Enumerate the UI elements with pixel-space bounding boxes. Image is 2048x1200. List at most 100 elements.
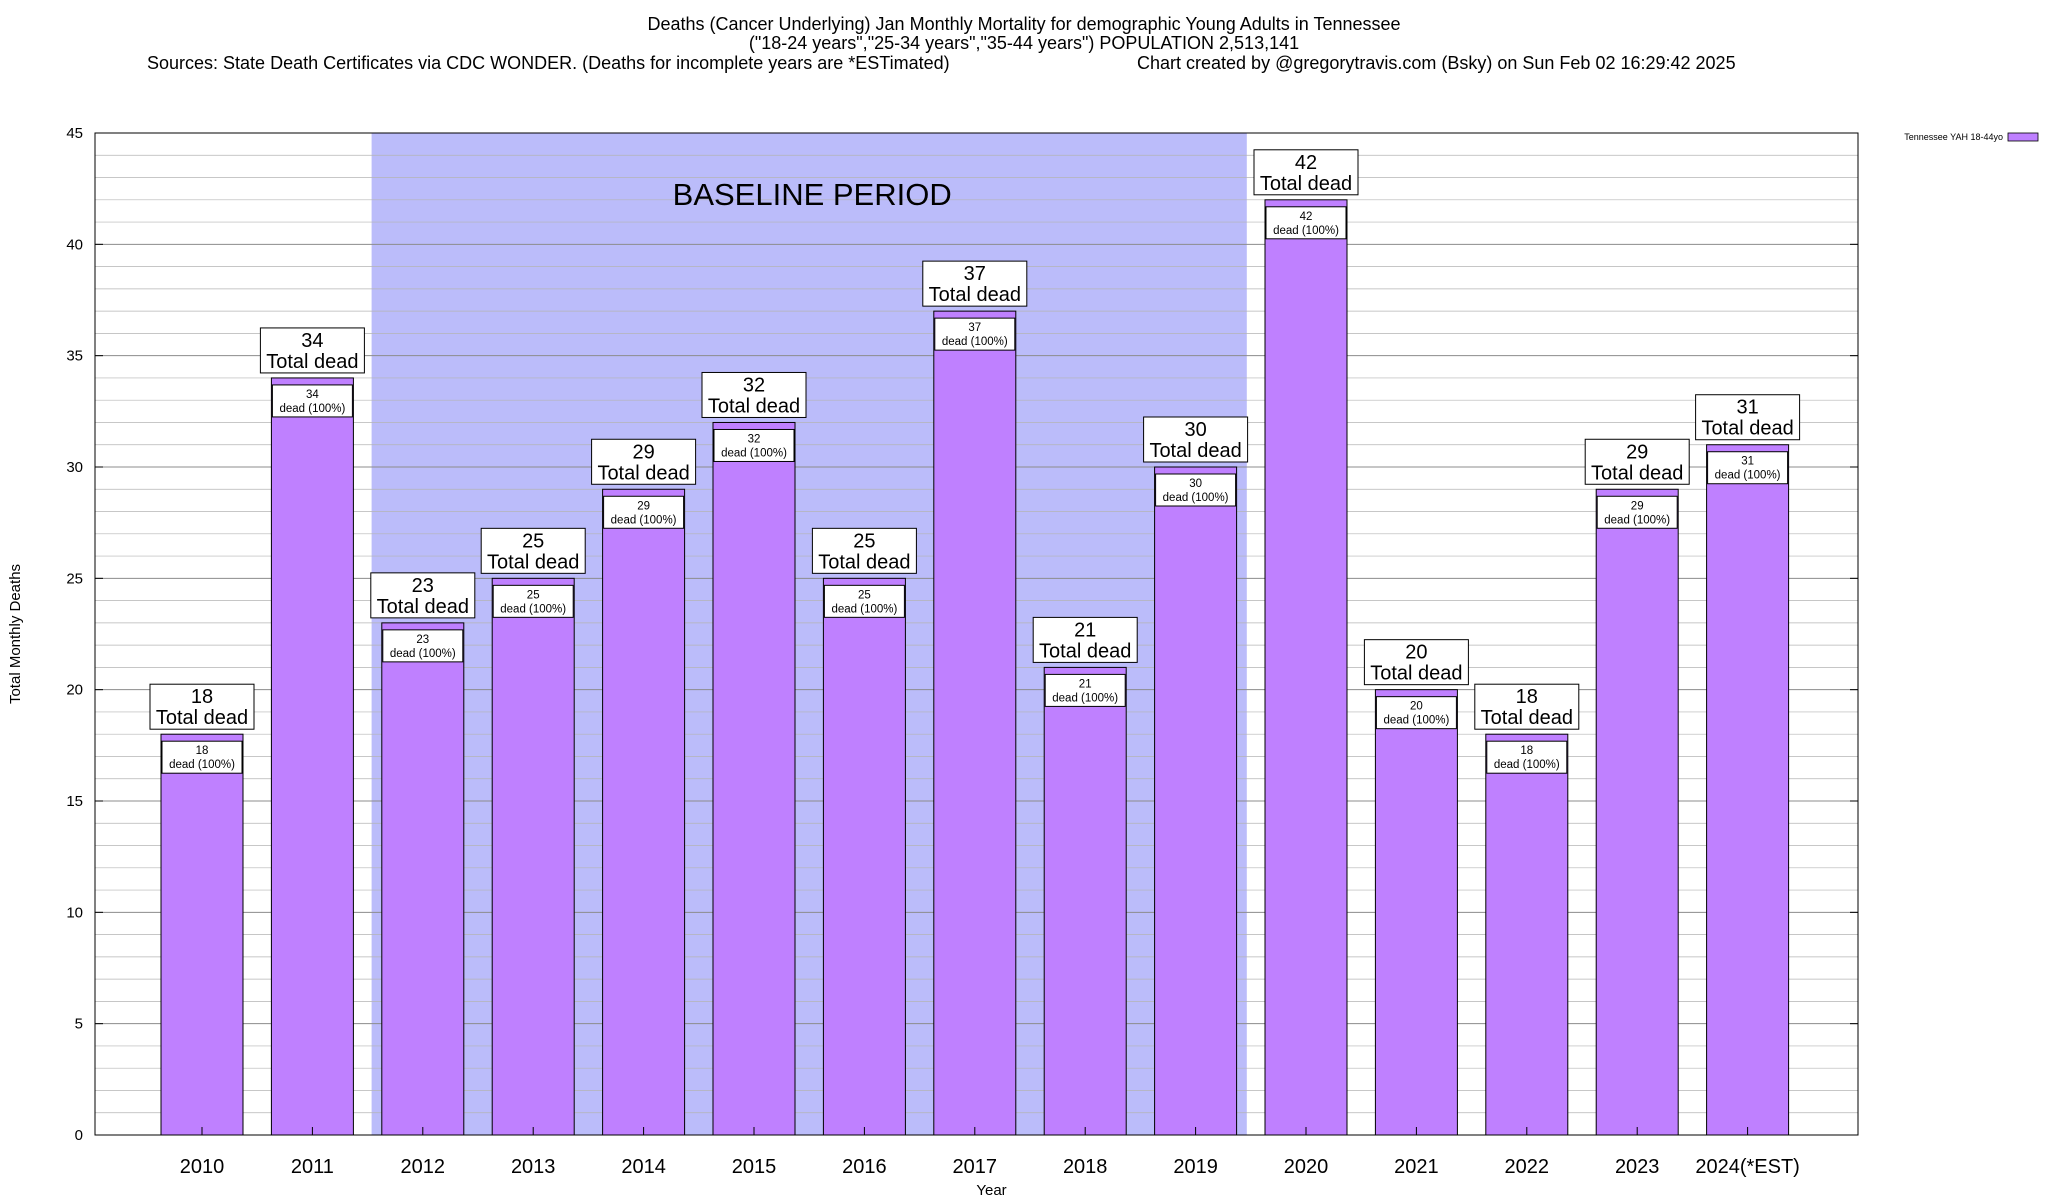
bar-total-suffix: Total dead	[156, 707, 248, 729]
y-tick-label: 5	[75, 1016, 83, 1033]
bar-inner-value: 18	[196, 745, 209, 757]
bar-total-label-box	[1253, 149, 1359, 196]
bar	[822, 577, 906, 1136]
bar-inner-suffix: dead (100%)	[1604, 514, 1670, 526]
bar-inner-suffix: dead (100%)	[1052, 692, 1118, 704]
legend-entry-label: Tennessee YAH 18-44yo	[1904, 132, 2003, 142]
bar-inner-suffix: dead (100%)	[390, 648, 456, 660]
bar-inner-suffix: dead (100%)	[1273, 225, 1339, 237]
x-tick-label: 2015	[732, 1156, 777, 1178]
bar-inner-label-box	[1596, 495, 1678, 529]
chart-sources: Sources: State Death Certificates via CD…	[147, 53, 950, 73]
bar-total-suffix: Total dead	[929, 284, 1021, 306]
bar-inner-suffix: dead (100%)	[1494, 759, 1560, 771]
bar-total-value: 29	[1626, 441, 1648, 463]
x-tick-label: 2016	[842, 1156, 887, 1178]
x-tick-label: 2011	[291, 1156, 334, 1178]
bar-total-label-box	[1584, 438, 1690, 485]
y-axis-label: Total Monthly Deaths	[7, 564, 24, 704]
bar-inner-suffix: dead (100%)	[500, 603, 566, 615]
legend: Tennessee YAH 18-44yo	[1904, 132, 2039, 142]
x-tick-label: 2012	[401, 1156, 446, 1178]
bar-total-suffix: Total dead	[1370, 663, 1462, 685]
y-tick-label: 35	[66, 348, 83, 365]
bar-total-label-box	[149, 683, 255, 730]
bar-total-label-box	[591, 438, 697, 485]
y-tick-label: 15	[66, 793, 83, 810]
bar-total-label-box	[1143, 416, 1249, 463]
bar-inner-value: 23	[416, 634, 429, 646]
bar-inner-suffix: dead (100%)	[1163, 492, 1229, 504]
bar-total-suffix: Total dead	[487, 551, 579, 573]
legend-swatch	[2007, 132, 2039, 142]
bar-inner-label-box	[492, 584, 574, 618]
bar-total-suffix: Total dead	[1260, 173, 1352, 195]
bar-total-suffix: Total dead	[1149, 440, 1241, 462]
bar-inner-label-box	[1707, 451, 1789, 485]
bar-inner-label-box	[934, 317, 1016, 351]
bar-inner-value: 42	[1300, 211, 1313, 223]
bar-total-value: 42	[1295, 152, 1317, 174]
x-tick-label: 2019	[1173, 1156, 1218, 1178]
bar-total-label-box	[1032, 616, 1138, 663]
bar-total-suffix: Total dead	[597, 462, 689, 484]
x-tick-label: 2024(*EST)	[1695, 1156, 1800, 1178]
bar-total-value: 20	[1405, 642, 1427, 664]
bar-inner-label-box	[1155, 473, 1237, 507]
bar-inner-suffix: dead (100%)	[942, 336, 1008, 348]
bar-total-suffix: Total dead	[266, 351, 358, 373]
bar-inner-value: 29	[637, 500, 650, 512]
bar-inner-suffix: dead (100%)	[831, 603, 897, 615]
bar-total-value: 25	[522, 530, 544, 552]
bar-inner-label-box	[823, 584, 905, 618]
bar	[270, 377, 354, 1136]
bar-inner-label-box	[271, 384, 353, 418]
y-tick-layer: 0 5 10 15 20 25 30 35 40 45	[66, 125, 1858, 1144]
bar-inner-label-box	[603, 495, 685, 529]
bar-inner-value: 34	[306, 389, 319, 401]
bar-inner-suffix: dead (100%)	[611, 514, 677, 526]
x-tick-layer: 2010 2011 2012 2013 2014 2015 2016 2017 2018 2019…	[180, 1127, 1800, 1178]
bar	[1264, 199, 1348, 1136]
bar	[933, 310, 1017, 1136]
bar	[1374, 689, 1458, 1136]
y-tick-label: 0	[75, 1127, 83, 1144]
x-axis-label: Year	[976, 1182, 1006, 1199]
bar-inner-value: 32	[748, 433, 761, 445]
chart-credit: Chart created by @gregorytravis.com (Bsk…	[1137, 53, 1736, 73]
chart-title: Deaths (Cancer Underlying) Jan Monthly M…	[647, 14, 1401, 34]
bar-total-label-box	[480, 527, 586, 574]
bar-total-label-box	[922, 260, 1028, 307]
bar-inner-label-box	[1375, 696, 1457, 730]
bar-inner-suffix: dead (100%)	[721, 447, 787, 459]
bar-total-value: 25	[853, 530, 875, 552]
bar-inner-value: 18	[1520, 745, 1533, 757]
x-tick-label: 2022	[1505, 1156, 1550, 1178]
y-tick-label: 20	[66, 682, 83, 699]
x-tick-label: 2013	[511, 1156, 556, 1178]
bar-inner-value: 20	[1410, 701, 1423, 713]
bar-inner-suffix: dead (100%)	[279, 403, 345, 415]
y-tick-label: 45	[66, 125, 83, 142]
x-tick-label: 2018	[1063, 1156, 1108, 1178]
bar-inner-suffix: dead (100%)	[169, 759, 235, 771]
bar-total-suffix: Total dead	[708, 395, 800, 417]
bar	[1595, 488, 1679, 1136]
bar-total-suffix: Total dead	[377, 596, 469, 618]
bar-total-suffix: Total dead	[1481, 707, 1573, 729]
bar-total-value: 18	[1516, 686, 1538, 708]
bar-total-value: 37	[964, 263, 986, 285]
bar-inner-value: 31	[1741, 456, 1754, 468]
bar-inner-value: 30	[1189, 478, 1202, 490]
bar	[491, 577, 575, 1136]
bar-total-label-box	[370, 572, 476, 619]
bar	[1043, 666, 1127, 1136]
x-tick-label: 2014	[621, 1156, 666, 1178]
bar-total-suffix: Total dead	[1591, 462, 1683, 484]
x-tick-label: 2017	[953, 1156, 998, 1178]
bar-total-label-box	[811, 527, 917, 574]
y-tick-label: 30	[66, 459, 83, 476]
bar-inner-suffix: dead (100%)	[1383, 715, 1449, 727]
bar-total-suffix: Total dead	[1039, 640, 1131, 662]
